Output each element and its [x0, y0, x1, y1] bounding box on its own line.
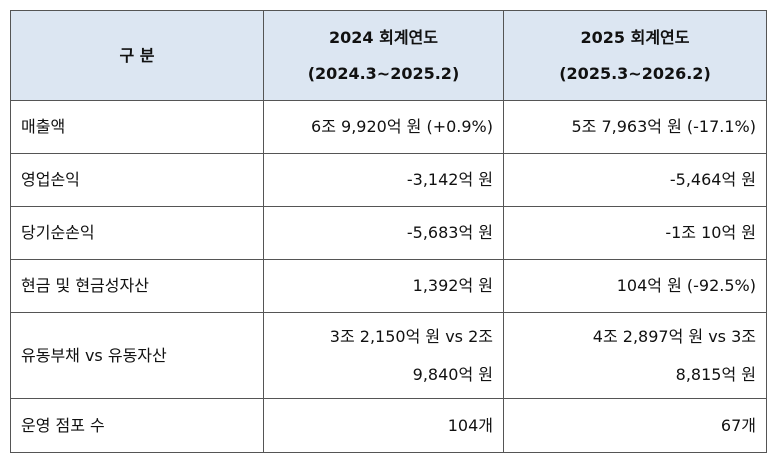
row-label: 유동부채 vs 유동자산 — [10, 312, 264, 399]
cell-text: 4조 2,897억 원 vs 3조 — [592, 326, 756, 346]
header-row: 구 분 2024 회계연도 (2024.3~2025.2) 2025 회계연도 (202… — [10, 10, 767, 101]
cell-text: 1,392억 원 — [412, 276, 493, 295]
cell-text: 2024 회계연도 — [329, 27, 438, 47]
cell-text: -5,464억 원 — [669, 170, 756, 189]
cell-text: 3조 2,150억 원 vs 2조 — [329, 326, 493, 346]
row-label: 매출액 — [10, 100, 264, 154]
value-cell: 104개 — [263, 398, 504, 453]
row-label: 현금 및 현금성자산 — [10, 259, 264, 313]
table-row: 운영 점포 수 104개 67개 — [10, 398, 767, 453]
cell-text: -5,683억 원 — [406, 223, 493, 242]
table-row: 매출액 6조 9,920억 원 (+0.9%) 5조 7,963억 원 (-17.1… — [10, 100, 767, 154]
cell-text: 현금 및 현금성자산 — [21, 276, 149, 295]
cell-text: 104개 — [447, 415, 493, 435]
header-cell: 구 분 — [10, 10, 264, 101]
row-label: 운영 점포 수 — [10, 398, 264, 453]
value-cell: 1,392억 원 — [263, 259, 504, 313]
cell-text: 2025 회계연도 — [580, 27, 690, 47]
cell-text: 67개 — [720, 415, 756, 435]
cell-text: 5조 7,963억 원 (-17.1%) — [571, 117, 757, 136]
header-cell: 2024 회계연도 (2024.3~2025.2) — [263, 10, 504, 101]
cell-text: 9,840억 원 — [412, 364, 493, 384]
row-label: 영업손익 — [10, 153, 264, 207]
row-label: 당기순손익 — [10, 206, 264, 260]
cell-text: 구 분 — [119, 45, 155, 65]
value-cell: -1조 10억 원 — [503, 206, 767, 260]
value-cell: 104억 원 (-92.5%) — [503, 259, 767, 313]
value-cell: 6조 9,920억 원 (+0.9%) — [263, 100, 504, 154]
header-cell: 2025 회계연도 (2025.3~2026.2) — [503, 10, 767, 101]
cell-text: -3,142억 원 — [406, 170, 493, 189]
cell-text: 유동부채 vs 유동자산 — [21, 345, 167, 365]
value-cell: -5,683억 원 — [263, 206, 504, 260]
value-cell: 3조 2,150억 원 vs 2조 9,840억 원 — [263, 312, 504, 399]
value-cell: -5,464억 원 — [503, 153, 767, 207]
cell-text: 8,815억 원 — [675, 364, 756, 384]
data-table: 구 분 2024 회계연도 (2024.3~2025.2) 2025 회계연도 (202… — [10, 10, 767, 453]
table-row: 영업손익 -3,142억 원 -5,464억 원 — [10, 153, 767, 207]
value-cell: 5조 7,963억 원 (-17.1%) — [503, 100, 767, 154]
table-row: 유동부채 vs 유동자산 3조 2,150억 원 vs 2조 9,840억 원 4조 … — [10, 312, 767, 399]
cell-text: 매출액 — [21, 117, 66, 136]
cell-text: 104억 원 (-92.5%) — [616, 276, 756, 295]
table-row: 현금 및 현금성자산 1,392억 원 104억 원 (-92.5%) — [10, 259, 767, 313]
cell-text: 당기순손익 — [21, 223, 95, 242]
value-cell: 67개 — [503, 398, 767, 453]
cell-text: (2025.3~2026.2) — [559, 63, 711, 83]
cell-text: 영업손익 — [21, 170, 80, 189]
cell-text: 운영 점포 수 — [21, 415, 105, 435]
cell-text: -1조 10억 원 — [665, 223, 756, 242]
cell-text: (2024.3~2025.2) — [307, 63, 460, 83]
cell-text: 6조 9,920억 원 (+0.9%) — [311, 117, 493, 136]
table-row: 당기순손익 -5,683억 원 -1조 10억 원 — [10, 206, 767, 260]
value-cell: 4조 2,897억 원 vs 3조 8,815억 원 — [503, 312, 767, 399]
value-cell: -3,142억 원 — [263, 153, 504, 207]
